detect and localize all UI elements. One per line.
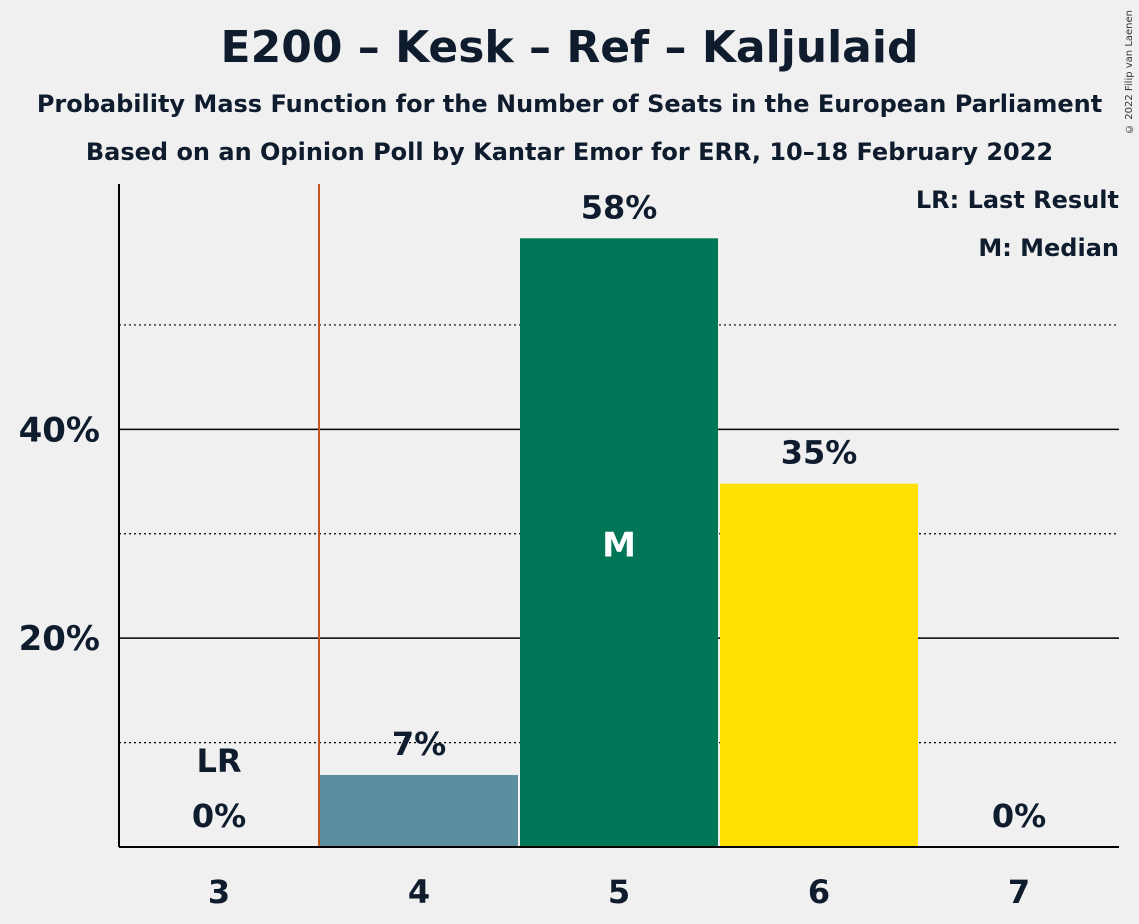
chart-title: E200 – Kesk – Ref – Kaljulaid [220,22,919,73]
y-tick-label: 20% [19,619,100,659]
x-tick-label: 3 [208,873,230,911]
bar-seats-4 [320,774,518,847]
bar-seats-6 [720,483,918,847]
chart-source: Based on an Opinion Poll by Kantar Emor … [85,138,1054,166]
x-tick-label: 6 [808,873,830,911]
y-tick-label: 40% [19,410,100,450]
value-label: 7% [392,725,446,763]
bar-seats-5 [520,238,718,847]
x-tick-label: 4 [408,873,430,911]
x-tick-label: 5 [608,873,630,911]
chart-subtitle: Probability Mass Function for the Number… [36,90,1103,118]
legend-last-result: LR: Last Result [915,186,1119,214]
last-result-label: LR [196,742,241,780]
value-label: 0% [992,797,1046,835]
legend-median: M: Median [978,234,1119,262]
value-label: 58% [581,188,658,226]
value-label: 0% [192,797,246,835]
x-tick-label: 7 [1008,873,1030,911]
value-label: 35% [781,434,858,472]
median-label: M [602,526,636,566]
